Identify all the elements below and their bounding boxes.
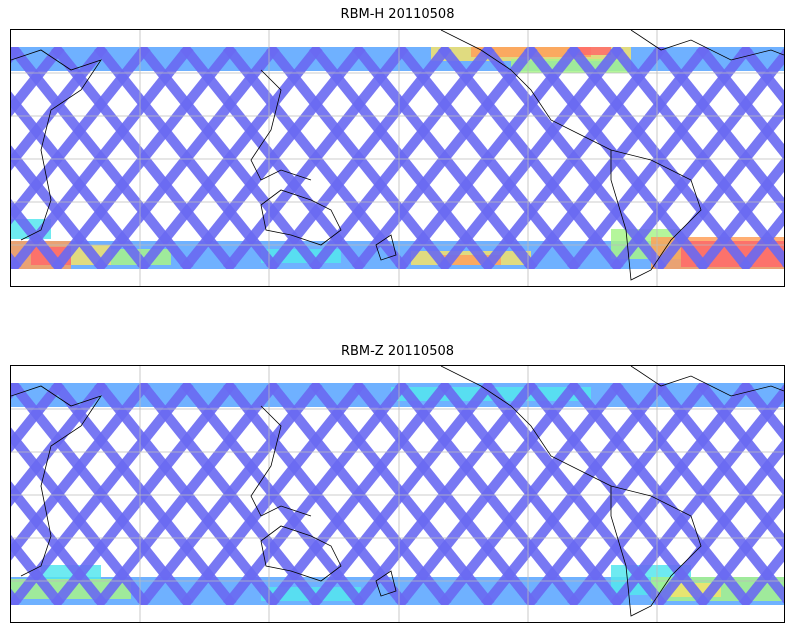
orbit-swath (438, 383, 624, 605)
orbit-swath (137, 47, 323, 269)
map-rbm-h (11, 30, 784, 286)
orbit-swath (266, 47, 452, 269)
orbit-swath (395, 47, 581, 269)
coastline (440, 366, 612, 487)
orbit-swath (266, 383, 452, 605)
orbit-swath (223, 47, 409, 269)
hotspot (441, 255, 501, 265)
map-panel-rbm-h (10, 29, 785, 287)
orbit-swath (696, 491, 784, 605)
orbit-swath (481, 47, 667, 269)
orbit-swath (11, 383, 194, 605)
orbit-swath (739, 545, 784, 605)
coastline (260, 189, 342, 246)
orbit-swath (223, 383, 409, 605)
orbit-swath (309, 383, 495, 605)
orbit-swath (481, 383, 667, 605)
coastline (250, 69, 312, 181)
orbit-swath (653, 438, 784, 605)
orbit-swath (610, 384, 784, 605)
orbit-swath (395, 383, 581, 605)
orbit-swath (567, 383, 753, 605)
orbit-swath (11, 47, 151, 225)
coastline (440, 30, 612, 151)
orbit-swath (438, 47, 624, 269)
orbit-swath (94, 47, 280, 269)
orbit-swath (352, 47, 538, 269)
orbit-swath (567, 47, 753, 269)
orbit-swath (524, 47, 710, 269)
map-panel-rbm-z (10, 365, 785, 623)
orbit-swath (696, 383, 784, 497)
orbit-swath (739, 383, 784, 443)
coastline (375, 234, 397, 261)
orbit-swath (11, 47, 108, 171)
hotspot (571, 47, 611, 55)
orbit-swath (352, 383, 538, 605)
orbit-swath (51, 47, 237, 269)
orbit-swath (11, 383, 151, 561)
coastline (630, 366, 784, 397)
orbit-swath (137, 383, 323, 605)
orbit-swath (653, 102, 784, 269)
map-title-rbm-z: RBM-Z 20110508 (340, 344, 455, 359)
orbit-swath (696, 155, 784, 269)
coastline (375, 570, 397, 597)
map-title-rbm-h: RBM-H 20110508 (340, 7, 455, 22)
orbit-swath (11, 534, 65, 605)
coastline (630, 30, 784, 61)
swath-layer (11, 383, 784, 605)
orbit-swath (11, 383, 65, 454)
orbit-swath (739, 209, 784, 269)
orbit-swath (180, 47, 366, 269)
coastline (250, 405, 312, 517)
orbit-swath (180, 383, 366, 605)
coastline (260, 525, 342, 582)
orbit-swath (309, 47, 495, 269)
orbit-swath (739, 47, 784, 107)
coastline (610, 485, 702, 617)
coastline (11, 49, 102, 241)
orbit-swath (11, 383, 108, 507)
map-rbm-z (11, 366, 784, 622)
orbit-swath (610, 48, 784, 269)
coastline (11, 385, 102, 577)
coastline (610, 149, 702, 281)
orbit-swath (11, 47, 65, 118)
orbit-swath (11, 47, 194, 269)
orbit-swath (94, 383, 280, 605)
orbit-swath (696, 47, 784, 161)
orbit-swath (11, 198, 65, 269)
orbit-swath (51, 383, 237, 605)
orbit-swath (524, 383, 710, 605)
swath-layer (11, 47, 784, 269)
